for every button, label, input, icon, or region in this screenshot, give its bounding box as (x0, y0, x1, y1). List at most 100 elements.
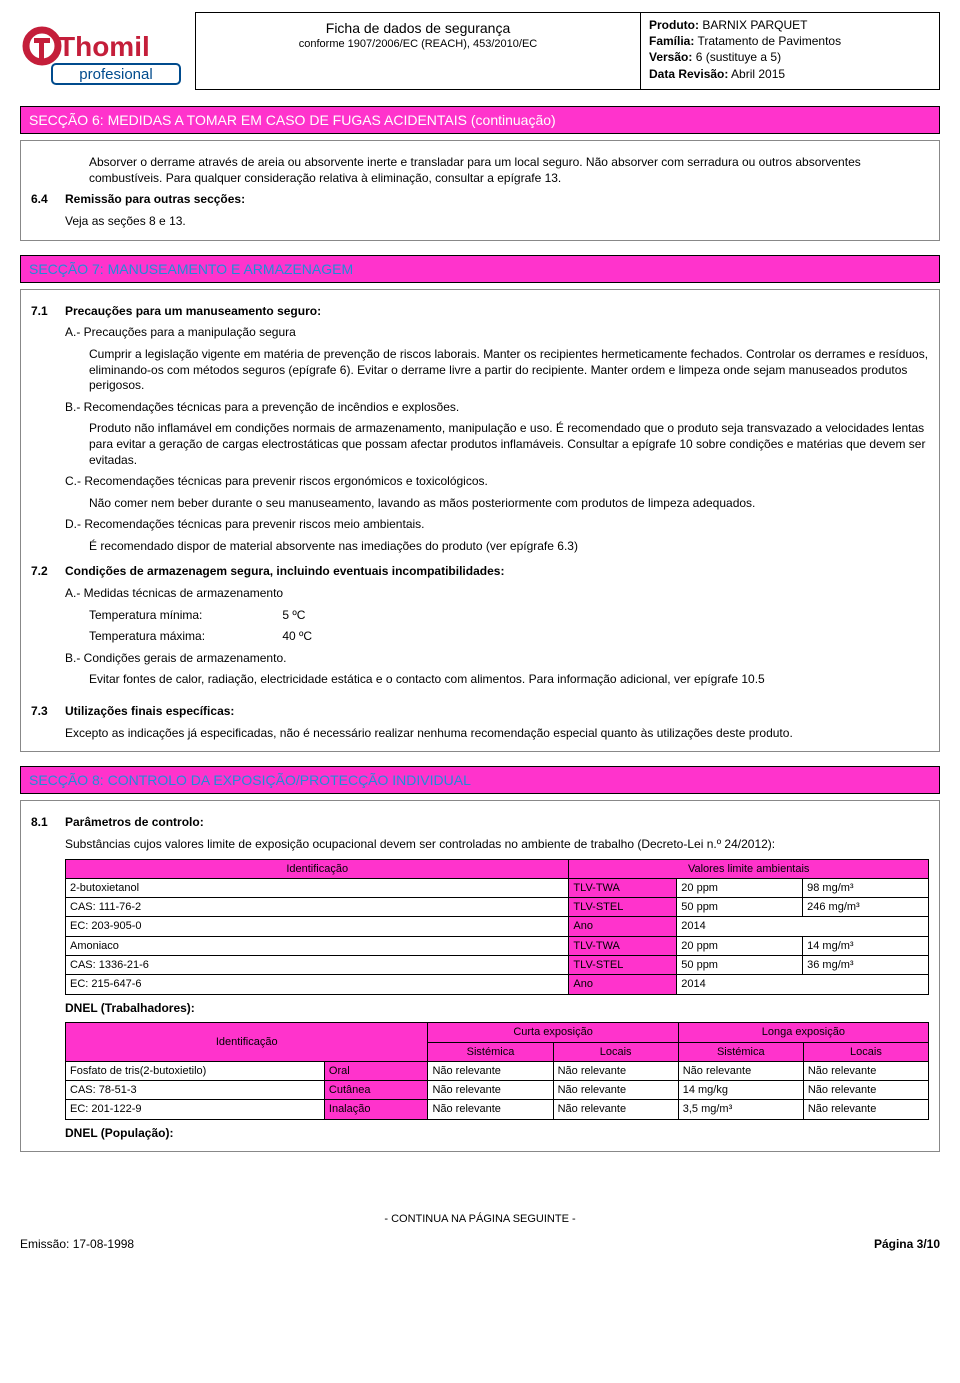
table-row: Fosfato de tris(2-butoxietilo)OralNão re… (66, 1061, 929, 1080)
num-7-2: 7.2 (31, 564, 65, 580)
cell-id: CAS: 1336-21-6 (66, 956, 569, 975)
cell-id: CAS: 111-76-2 (66, 898, 569, 917)
temp-min-row: Temperatura mínima: 5 ºC (89, 608, 929, 624)
table-row: EC: 203-905-0Ano2014 (66, 917, 929, 936)
footer-line: Emissão: 17-08-1998 Página 3/10 (20, 1237, 940, 1253)
revision-text: Abril 2015 (731, 67, 785, 81)
cell-route: Inalação (324, 1100, 428, 1119)
table-row: EC: 215-647-6Ano2014 (66, 975, 929, 994)
cell-v1: 50 ppm (677, 898, 803, 917)
product-name: BARNIX PARQUET (702, 18, 807, 32)
table-row: CAS: 1336-21-6TLV-STEL50 ppm36 mg/m³ (66, 956, 929, 975)
s8-intro: Substâncias cujos valores limite de expo… (65, 837, 929, 853)
s72-a: A.- Medidas técnicas de armazenamento (65, 586, 929, 602)
t2-head-id: Identificação (66, 1023, 428, 1062)
cell-key: TLV-TWA (569, 878, 677, 897)
version-label: Versão: (649, 50, 692, 64)
cell-v1: 50 ppm (677, 956, 803, 975)
cell-id: EC: 201-122-9 (66, 1100, 325, 1119)
section7-title: SECÇÃO 7: MANUSEAMENTO E ARMAZENAGEM (29, 261, 353, 277)
table-row: AmoniacoTLV-TWA20 ppm14 mg/m³ (66, 936, 929, 955)
body-6-4: Veja as seções 8 e 13. (65, 214, 929, 230)
num-7-3: 7.3 (31, 704, 65, 720)
regulation-text: conforme 1907/2006/EC (REACH), 453/2010/… (200, 37, 636, 51)
cell-route: Oral (324, 1061, 428, 1080)
title-7-3: Utilizações finais específicas: (65, 704, 929, 720)
cell-b: Não relevante (553, 1081, 678, 1100)
section8-title-bar: SECÇÃO 8: CONTROLO DA EXPOSIÇÃO/PROTECÇÃ… (20, 766, 940, 794)
s72-b-body: Evitar fontes de calor, radiação, electr… (89, 672, 929, 688)
s7-a-body: Cumprir a legislação vigente em matéria … (89, 347, 929, 394)
section7-body: 7.1 Precauções para um manuseamento segu… (20, 289, 940, 752)
emission-date: 17-08-1998 (73, 1237, 134, 1251)
t2-sub-sist2: Sistémica (678, 1042, 803, 1061)
section7-title-bar: SECÇÃO 7: MANUSEAMENTO E ARMAZENAGEM (20, 255, 940, 283)
temp-min-label: Temperatura mínima: (89, 608, 279, 624)
section8-title: SECÇÃO 8: CONTROLO DA EXPOSIÇÃO/PROTECÇÃ… (29, 772, 471, 788)
cell-c: Não relevante (678, 1061, 803, 1080)
table-row: 2-butoxietanolTLV-TWA20 ppm98 mg/m³ (66, 878, 929, 897)
cell-v2: 14 mg/m³ (803, 936, 929, 955)
table-row: CAS: 111-76-2TLV-STEL50 ppm246 mg/m³ (66, 898, 929, 917)
svg-text:Thomil: Thomil (58, 31, 150, 62)
cell-v2: 246 mg/m³ (803, 898, 929, 917)
cell-v2: 36 mg/m³ (803, 956, 929, 975)
table-row: EC: 201-122-9InalaçãoNão relevanteNão re… (66, 1100, 929, 1119)
s7-c-body: Não comer nem beber durante o seu manuse… (89, 496, 929, 512)
s7-b-body: Produto não inflamável em condições norm… (89, 421, 929, 468)
page-label: Página (874, 1237, 913, 1251)
exposure-limits-table: Identificação Valores limite ambientais … (65, 859, 929, 995)
temp-max-value: 40 ºC (282, 629, 312, 643)
revision-label: Data Revisão: (649, 67, 728, 81)
cell-v1: 20 ppm (677, 936, 803, 955)
footer-continue: - CONTINUA NA PÁGINA SEGUINTE - (20, 1212, 940, 1226)
dnel-pop-title: DNEL (População): (65, 1126, 173, 1140)
cell-b: Não relevante (553, 1100, 678, 1119)
brand-logo: Thomil profesional (20, 20, 190, 90)
temp-max-row: Temperatura máxima: 40 ºC (89, 629, 929, 645)
t2-sub-loc1: Locais (553, 1042, 678, 1061)
cell-key: TLV-STEL (569, 898, 677, 917)
temp-min-value: 5 ºC (282, 608, 305, 622)
document-header: Thomil profesional Ficha de dados de seg… (20, 12, 940, 90)
cell-id: Fosfato de tris(2-butoxietilo) (66, 1061, 325, 1080)
cell-a: Não relevante (428, 1081, 553, 1100)
family-name: Tratamento de Pavimentos (697, 34, 841, 48)
cell-v1: 2014 (677, 917, 929, 936)
t1-head-id: Identificação (66, 859, 569, 878)
cell-c: 14 mg/kg (678, 1081, 803, 1100)
cell-a: Não relevante (428, 1061, 553, 1080)
num-8-1: 8.1 (31, 815, 65, 831)
s7-c-title: C.- Recomendações técnicas para prevenir… (65, 474, 929, 490)
header-center: Ficha de dados de segurança conforme 190… (195, 12, 640, 90)
section6-body: Absorver o derrame através de areia ou a… (20, 140, 940, 240)
s7-a-title: A.- Precauções para a manipulação segura (65, 325, 929, 341)
cell-v2: 98 mg/m³ (803, 878, 929, 897)
logo-box: Thomil profesional (20, 12, 195, 90)
cell-d: Não relevante (803, 1061, 928, 1080)
section6-title: SECÇÃO 6: MEDIDAS A TOMAR EM CASO DE FUG… (29, 112, 556, 128)
cell-key: Ano (569, 917, 677, 936)
dnel-workers-title: DNEL (Trabalhadores): (65, 1001, 195, 1015)
section8-body: 8.1 Parâmetros de controlo: Substâncias … (20, 800, 940, 1152)
svg-text:profesional: profesional (79, 66, 152, 83)
num-6-4: 6.4 (31, 192, 65, 208)
version-text: 6 (sustituye a 5) (696, 50, 781, 64)
cell-b: Não relevante (553, 1061, 678, 1080)
sheet-title: Ficha de dados de segurança (200, 19, 636, 37)
s7-d-body: É recomendado dispor de material absorve… (89, 539, 929, 555)
title-8-1: Parâmetros de controlo: (65, 815, 929, 831)
dnel-workers-table: Identificação Curta exposição Longa expo… (65, 1022, 929, 1119)
t2-sub-loc2: Locais (803, 1042, 928, 1061)
s7-b-title: B.- Recomendações técnicas para a preven… (65, 400, 929, 416)
title-7-1: Precauções para um manuseamento seguro: (65, 304, 929, 320)
cell-key: Ano (569, 975, 677, 994)
cell-key: TLV-TWA (569, 936, 677, 955)
cell-id: 2-butoxietanol (66, 878, 569, 897)
cell-v1: 2014 (677, 975, 929, 994)
t2-head-short: Curta exposição (428, 1023, 678, 1042)
cell-route: Cutânea (324, 1081, 428, 1100)
title-7-2: Condições de armazenagem segura, incluin… (65, 564, 929, 580)
cell-key: TLV-STEL (569, 956, 677, 975)
body-7-3: Excepto as indicações já especificadas, … (65, 726, 929, 742)
